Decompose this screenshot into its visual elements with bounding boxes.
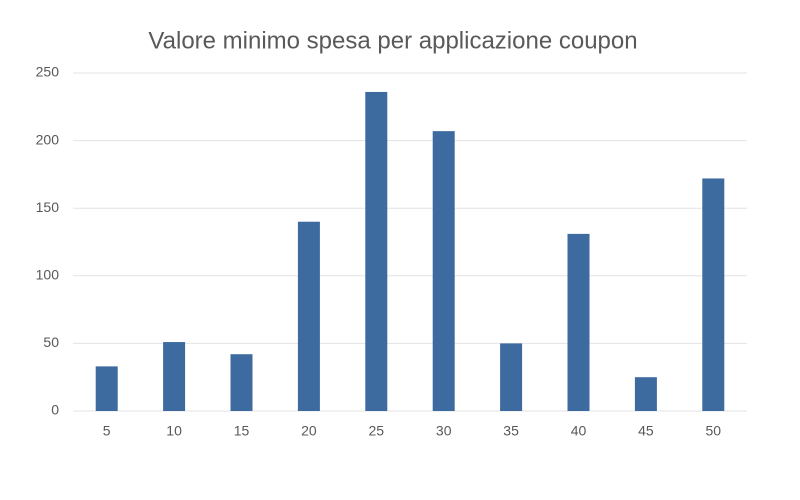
bar: [230, 354, 253, 411]
y-tick-label: 150: [36, 199, 60, 215]
x-tick-label: 20: [301, 423, 317, 439]
y-tick-label: 0: [51, 402, 59, 418]
y-tick-label: 200: [36, 131, 60, 147]
bar: [365, 91, 388, 411]
bar: [297, 221, 320, 411]
x-tick-label: 5: [103, 423, 111, 439]
bar: [163, 342, 186, 411]
x-tick-label: 45: [638, 423, 654, 439]
bar: [634, 377, 657, 411]
bar: [95, 366, 118, 411]
bar: [567, 233, 590, 411]
x-tick-label: 40: [571, 423, 587, 439]
bar: [702, 178, 725, 411]
x-tick-label: 25: [369, 423, 385, 439]
y-tick-label: 250: [36, 64, 60, 80]
x-tick-label: 10: [166, 423, 182, 439]
x-tick-label: 50: [706, 423, 722, 439]
x-tick-label: 15: [234, 423, 250, 439]
bar: [432, 131, 455, 412]
chart-title: Valore minimo spesa per applicazione cou…: [148, 27, 637, 54]
x-tick-label: 35: [503, 423, 519, 439]
bar: [500, 343, 523, 411]
y-tick-label: 50: [43, 334, 59, 350]
y-tick-label: 100: [36, 267, 60, 283]
x-tick-label: 30: [436, 423, 452, 439]
